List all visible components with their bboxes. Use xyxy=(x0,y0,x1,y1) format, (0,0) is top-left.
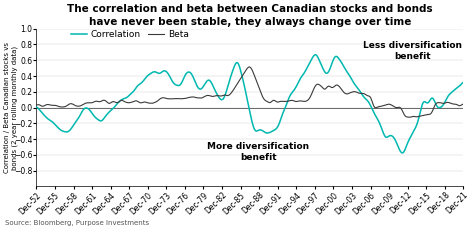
Correlation xyxy=(461,81,466,84)
Beta xyxy=(216,94,222,97)
Correlation xyxy=(216,96,222,99)
Correlation xyxy=(34,106,39,109)
Line: Beta: Beta xyxy=(36,67,464,117)
Beta xyxy=(274,101,280,104)
Correlation xyxy=(274,127,280,130)
Beta xyxy=(246,66,252,68)
Beta xyxy=(247,66,253,69)
Correlation xyxy=(312,53,318,56)
Text: More diversification
benefit: More diversification benefit xyxy=(208,142,310,162)
Correlation xyxy=(142,78,147,80)
Beta xyxy=(272,99,278,102)
Beta xyxy=(34,104,39,106)
Text: Less diversification
benefit: Less diversification benefit xyxy=(363,41,462,61)
Correlation xyxy=(322,70,328,73)
Correlation xyxy=(247,110,253,112)
Text: Source: Bloomberg, Purpose Investments: Source: Bloomberg, Purpose Investments xyxy=(5,220,149,226)
Line: Correlation: Correlation xyxy=(36,55,464,153)
Correlation xyxy=(400,152,405,154)
Title: The correlation and beta between Canadian stocks and bonds
have never been stabl: The correlation and beta between Canadia… xyxy=(67,4,433,27)
Beta xyxy=(461,103,466,105)
Correlation xyxy=(272,129,277,131)
Beta xyxy=(407,116,412,118)
Beta xyxy=(322,88,328,91)
Beta xyxy=(142,101,147,103)
Y-axis label: Correlation / Beta Canadian stocks vs
bonds (2 year rolling monthly data): Correlation / Beta Canadian stocks vs bo… xyxy=(4,42,18,173)
Legend: Correlation, Beta: Correlation, Beta xyxy=(71,30,189,39)
